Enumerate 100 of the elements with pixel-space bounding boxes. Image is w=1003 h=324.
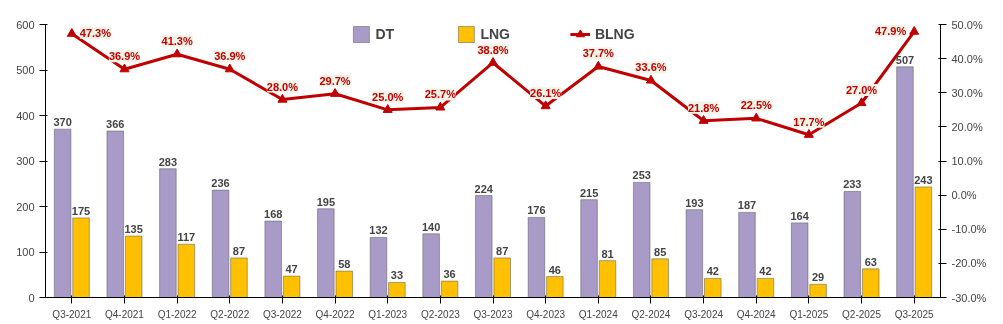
y-tick-label: 0 (28, 291, 35, 304)
data-label: 21.8% (687, 101, 720, 114)
data-label: 41.3% (161, 35, 193, 48)
data-label: 366 (106, 117, 125, 130)
x-tick-label: Q3-2023 (473, 308, 513, 320)
y2-tick-label: -30.0% (951, 291, 987, 304)
x-tick-label: Q4-2024 (736, 308, 777, 320)
x-tick-label: Q4-2021 (105, 308, 145, 320)
y-tick-label: 600 (16, 18, 35, 31)
data-label: 215 (579, 186, 599, 199)
point (277, 93, 288, 103)
y2-tick-label: 50.0% (951, 18, 983, 31)
x-tick-label: Q2-2022 (210, 308, 250, 320)
data-label: 164 (790, 209, 810, 222)
point (540, 100, 551, 110)
point (751, 112, 762, 122)
data-label: 87 (232, 244, 246, 257)
data-label: 38.8% (477, 43, 509, 56)
point (330, 88, 341, 97)
point (119, 63, 130, 73)
data-label: 63 (864, 255, 877, 268)
x-tick-label: Q3-2022 (262, 308, 303, 320)
data-label: 175 (71, 204, 91, 217)
data-label: 81 (601, 247, 614, 260)
data-label: 283 (158, 155, 178, 168)
data-label: 29.7% (319, 74, 351, 87)
point (382, 104, 393, 113)
data-label: 36.9% (214, 50, 246, 63)
point (803, 129, 814, 138)
data-label: 33 (390, 269, 404, 282)
data-label: 253 (632, 169, 651, 182)
data-label: 135 (124, 223, 143, 236)
data-label: 36.9% (108, 50, 141, 63)
data-label: 47.3% (79, 26, 112, 39)
data-label: 87 (496, 244, 509, 257)
x-tick-label: Q4-2023 (526, 308, 566, 320)
data-label: 117 (177, 231, 196, 244)
data-label: 195 (316, 195, 336, 208)
y2-tick-label: 20.0% (951, 120, 983, 133)
y2-tick-label: 30.0% (951, 86, 983, 99)
point (488, 57, 498, 66)
point (909, 25, 920, 35)
y-tick-label: 100 (16, 246, 35, 258)
data-label: 140 (421, 220, 441, 233)
data-label: 58 (338, 258, 351, 271)
point (698, 115, 709, 124)
data-label: 42 (706, 265, 719, 278)
x-tick-label: Q1-2024 (578, 308, 619, 320)
x-tick-label: Q3-2024 (684, 308, 724, 320)
point (435, 101, 446, 111)
y2-tick-label: 0.0% (951, 189, 977, 202)
x-tick-label: Q3-2025 (894, 308, 935, 320)
point (856, 97, 867, 107)
x-tick-label: Q1-2025 (789, 308, 829, 320)
data-label: 27.0% (845, 83, 878, 96)
data-label: 26.1% (530, 87, 562, 100)
y-tick-label: 400 (16, 109, 35, 122)
data-label: 243 (914, 173, 933, 186)
data-label: 236 (211, 177, 230, 190)
data-label: 17.7% (793, 115, 825, 128)
data-label: 37.7% (582, 47, 615, 60)
data-label: 42 (759, 265, 772, 278)
data-label: 25.0% (372, 90, 404, 103)
data-label: 193 (685, 196, 704, 209)
legend-label: LNG (480, 26, 510, 42)
data-label: 29 (811, 271, 825, 284)
point (172, 48, 183, 58)
data-label: 33.6% (635, 61, 667, 74)
point (593, 60, 604, 70)
data-label: 85 (654, 245, 667, 258)
data-label: 176 (527, 204, 546, 217)
data-label: 187 (737, 199, 757, 212)
data-label: 28.0% (266, 80, 299, 93)
data-label: 507 (895, 53, 915, 66)
legend-label: BLNG (594, 26, 635, 42)
data-label: 370 (53, 116, 72, 129)
data-label: 47.9% (874, 24, 907, 37)
data-label: 22.5% (740, 99, 773, 112)
x-tick-label: Q4-2022 (315, 308, 355, 320)
data-label: 47 (285, 263, 298, 276)
y2-tick-label: -20.0% (951, 257, 987, 270)
legend-label: DT (375, 26, 396, 42)
data-label: 25.7% (424, 88, 457, 101)
data-label: 233 (843, 178, 862, 191)
data-label: 46 (548, 263, 561, 276)
point (224, 63, 235, 73)
x-tick-label: Q2-2025 (842, 308, 882, 320)
data-label: 168 (264, 208, 283, 221)
x-tick-label: Q3-2021 (52, 308, 92, 320)
x-tick-label: Q1-2023 (368, 308, 408, 320)
y2-tick-label: 40.0% (951, 52, 983, 65)
y-tick-label: 300 (16, 155, 35, 167)
y2-tick-label: -10.0% (951, 223, 987, 236)
x-tick-label: Q2-2023 (420, 308, 461, 320)
data-label: 132 (369, 224, 388, 237)
y-tick-label: 200 (16, 200, 35, 213)
y2-tick-label: 10.0% (951, 155, 983, 167)
x-tick-label: Q1-2022 (157, 308, 198, 320)
x-tick-label: Q2-2024 (631, 308, 671, 320)
point (645, 74, 656, 84)
